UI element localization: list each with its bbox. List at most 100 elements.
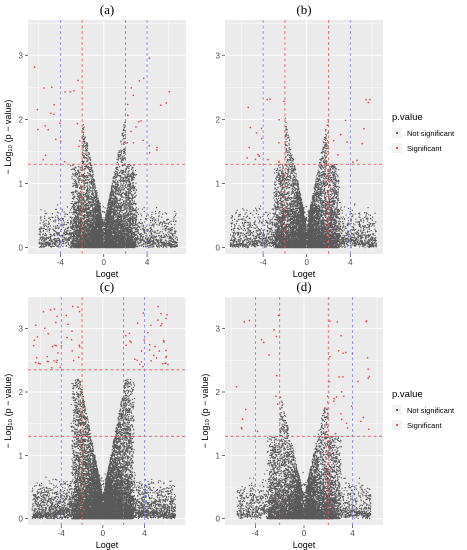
significant-point — [36, 336, 39, 338]
significant-point — [69, 91, 72, 93]
significant-point — [150, 359, 152, 362]
significant-point — [136, 322, 139, 324]
significant-point — [365, 98, 367, 101]
significant-point — [258, 155, 261, 157]
significant-point — [140, 120, 142, 122]
significant-point — [54, 138, 57, 141]
significant-point — [165, 349, 167, 352]
significant-point — [275, 335, 278, 338]
significant-point — [337, 349, 340, 352]
y-tick-label: 2 — [216, 388, 221, 397]
significant-point — [53, 103, 56, 106]
x-tick-label: 4 — [142, 529, 147, 538]
point-layer — [229, 98, 378, 249]
significant-point — [50, 86, 53, 89]
significant-point — [125, 344, 127, 347]
significant-point — [60, 344, 63, 347]
significant-point — [42, 310, 45, 313]
legend-label: Significant — [407, 421, 443, 430]
significant-point — [142, 139, 144, 142]
x-tick-label: 4 — [350, 529, 355, 538]
significant-point — [369, 98, 371, 101]
legend-marker — [395, 408, 399, 412]
significant-point — [260, 338, 263, 341]
significant-point — [57, 352, 59, 354]
significant-point — [146, 331, 149, 334]
significant-point — [70, 338, 73, 341]
significant-point — [166, 313, 168, 316]
significant-point — [277, 314, 280, 317]
legend-title: p.value — [392, 389, 423, 400]
significant-point — [142, 77, 145, 80]
significant-point — [35, 356, 38, 359]
significant-point — [164, 362, 167, 365]
significant-point — [56, 315, 58, 318]
panel-title: (a) — [100, 2, 114, 17]
y-axis-label: − Log₁₀ (p − value) — [200, 374, 210, 449]
significant-point — [276, 403, 279, 405]
significant-point — [51, 345, 54, 348]
legend-marker — [395, 423, 399, 427]
not-significant-points — [31, 378, 177, 520]
x-tick-label: 0 — [302, 529, 307, 538]
y-tick-label: 0 — [216, 244, 221, 253]
y-tick-label: 0 — [216, 515, 221, 524]
significant-point — [165, 102, 168, 104]
significant-point — [130, 87, 133, 89]
significant-point — [33, 339, 36, 342]
significant-point — [243, 321, 246, 323]
significant-point — [260, 127, 263, 130]
significant-point — [47, 332, 50, 335]
significant-point — [266, 98, 269, 101]
significant-point — [248, 146, 251, 149]
significant-point — [152, 354, 155, 357]
significant-point — [363, 127, 365, 130]
significant-point — [346, 141, 348, 143]
significant-point — [267, 158, 269, 161]
significant-point — [47, 128, 50, 131]
significant-point — [78, 345, 81, 348]
significant-point — [160, 324, 162, 327]
significant-point — [257, 153, 259, 156]
significant-point — [157, 319, 159, 321]
significant-point — [59, 366, 61, 369]
significant-point — [126, 142, 128, 144]
significant-point — [361, 142, 364, 145]
significant-point — [155, 149, 158, 151]
significant-point — [53, 113, 55, 116]
not-significant-points — [236, 395, 372, 520]
significant-point — [56, 359, 59, 362]
significant-point — [356, 159, 358, 162]
legend-2: p.value Not significant Significant — [392, 389, 455, 430]
x-tick-label: 4 — [348, 258, 353, 267]
significant-point — [249, 126, 252, 129]
significant-point — [76, 122, 79, 125]
significant-point — [337, 154, 339, 156]
y-tick-label: 3 — [216, 325, 221, 334]
panel-d: -4 0 4 0 1 2 3 (d) Loget − Log₁₀ (p − value) — [200, 279, 383, 550]
significant-point — [135, 126, 137, 128]
significant-point — [246, 157, 249, 159]
panel-title: (d) — [296, 279, 311, 294]
panel-background — [225, 20, 383, 254]
significant-point — [255, 132, 258, 134]
significant-point — [138, 363, 141, 366]
significant-point — [142, 365, 144, 368]
point-layer — [33, 57, 178, 249]
significant-point — [54, 321, 57, 324]
x-tick-label: 0 — [304, 258, 309, 267]
significant-point — [163, 341, 165, 343]
significant-point — [342, 352, 344, 355]
significant-point — [329, 320, 331, 322]
significant-point — [368, 375, 371, 378]
significant-point — [140, 360, 143, 363]
significant-point — [367, 428, 370, 431]
significant-point — [77, 79, 79, 82]
significant-point — [71, 305, 74, 308]
significant-point — [42, 158, 45, 161]
y-tick-label: 0 — [19, 244, 24, 253]
x-tick-label: -4 — [252, 529, 260, 538]
significant-point — [71, 330, 73, 333]
significant-point — [268, 354, 270, 356]
